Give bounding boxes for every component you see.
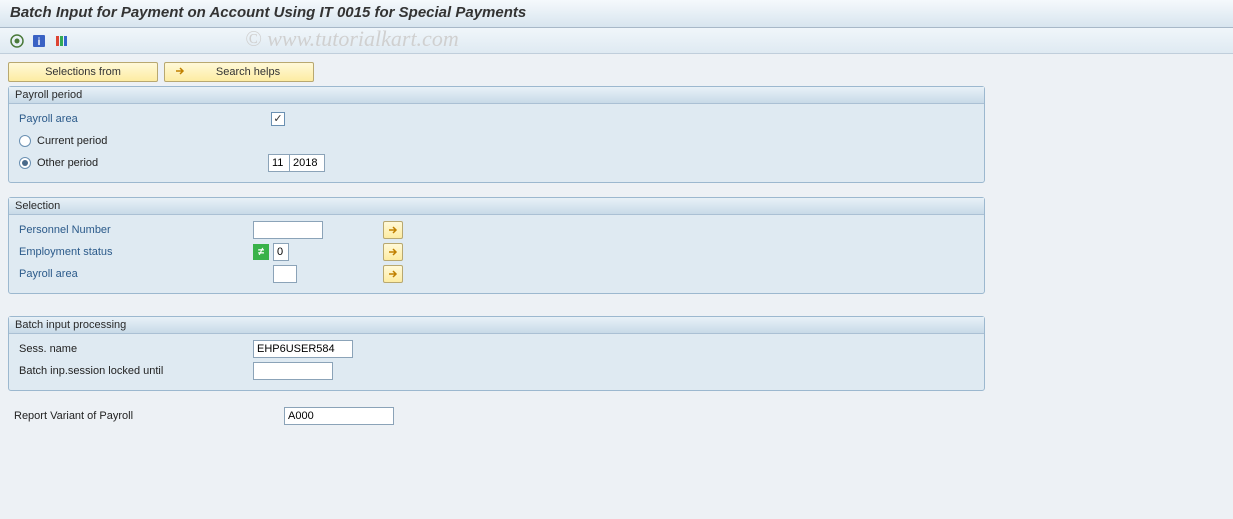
selections-from-button[interactable]: Selections from (8, 62, 158, 82)
action-bar: Selections from Search helps (0, 54, 1233, 86)
other-period-radio[interactable] (19, 157, 31, 169)
locked-until-input[interactable] (253, 362, 333, 380)
personnel-number-multisel-button[interactable] (383, 221, 403, 239)
group-payroll-period: Payroll period Payroll area Current peri… (8, 86, 985, 183)
group-selection: Selection Personnel Number Employment st… (8, 197, 985, 294)
payroll-area-checkbox[interactable] (271, 112, 285, 126)
execute-icon[interactable] (8, 32, 26, 50)
payroll-area-sel-input[interactable] (273, 265, 297, 283)
sess-name-input[interactable] (253, 340, 353, 358)
app-toolbar: i (0, 28, 1233, 54)
other-period-month-input[interactable] (268, 154, 290, 172)
search-helps-label: Search helps (193, 66, 303, 78)
employment-status-multisel-button[interactable] (383, 243, 403, 261)
label-payroll-area-sel: Payroll area (15, 268, 245, 280)
not-equal-icon[interactable]: ≠ (253, 244, 269, 260)
svg-text:i: i (38, 37, 41, 48)
group-batch: Batch input processing Sess. name Batch … (8, 316, 985, 391)
report-variant-input[interactable] (284, 407, 394, 425)
info-icon[interactable]: i (30, 32, 48, 50)
selections-from-label: Selections from (45, 66, 121, 78)
label-report-variant: Report Variant of Payroll (14, 410, 284, 422)
label-current-period: Current period (37, 135, 107, 147)
label-employment-status: Employment status (15, 246, 245, 258)
arrow-right-icon (175, 66, 185, 79)
page-title: Batch Input for Payment on Account Using… (0, 0, 1233, 28)
filter-icon[interactable] (52, 32, 70, 50)
employment-status-input[interactable] (273, 243, 289, 261)
search-helps-button[interactable]: Search helps (164, 62, 314, 82)
group-title-selection: Selection (9, 198, 984, 215)
current-period-radio[interactable] (19, 135, 31, 147)
label-sess-name: Sess. name (15, 343, 245, 355)
label-payroll-area: Payroll area (15, 113, 245, 125)
row-other-period[interactable]: Other period (15, 152, 978, 174)
row-current-period[interactable]: Current period (15, 130, 978, 152)
group-title-batch: Batch input processing (9, 317, 984, 334)
group-title-payroll-period: Payroll period (9, 87, 984, 104)
row-report-variant: Report Variant of Payroll (8, 405, 985, 427)
other-period-year-input[interactable] (289, 154, 325, 172)
content-area: Payroll period Payroll area Current peri… (0, 86, 1233, 427)
payroll-area-multisel-button[interactable] (383, 265, 403, 283)
personnel-number-input[interactable] (253, 221, 323, 239)
label-locked-until: Batch inp.session locked until (15, 365, 245, 377)
label-other-period: Other period (37, 157, 242, 169)
label-personnel-number: Personnel Number (15, 224, 245, 236)
